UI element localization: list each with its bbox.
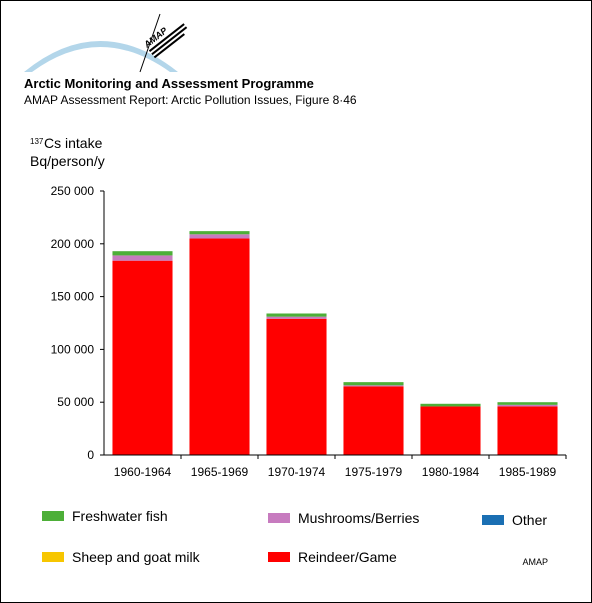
- y-axis-label-line1: Cs intake: [44, 135, 103, 151]
- logo-arc: [24, 41, 178, 72]
- legend-label: Mushrooms/Berries: [298, 510, 420, 526]
- legend-label: Freshwater fish: [72, 508, 168, 524]
- bar-segment: [189, 238, 250, 455]
- bar-segment: [266, 313, 327, 317]
- logo-text-line: [153, 33, 185, 59]
- legend-label: Reindeer/Game: [298, 549, 397, 565]
- bar-segment: [497, 406, 558, 455]
- amap-logo: AMAP: [0, 0, 300, 80]
- legend-swatch: [482, 515, 504, 525]
- legend-swatch: [42, 552, 64, 562]
- bar-segment: [266, 316, 327, 319]
- bar-segment: [343, 385, 404, 387]
- logo-text-line: [151, 26, 188, 56]
- legend-label: Sheep and goat milk: [72, 549, 200, 565]
- legend-swatch: [42, 511, 64, 521]
- x-tick-label: 1980-1984: [422, 465, 480, 479]
- bar-segment: [343, 386, 404, 455]
- bar-segment: [112, 255, 173, 261]
- y-tick-label: 0: [87, 448, 94, 462]
- legend-item-sheep-goat-milk: Sheep and goat milk: [42, 549, 200, 565]
- bar-segment: [189, 234, 250, 239]
- bar-segment: [266, 318, 327, 455]
- y-tick-label: 100 000: [51, 342, 95, 356]
- legend-swatch: [268, 513, 290, 523]
- bar-segment: [112, 251, 173, 256]
- header-subtitle: AMAP Assessment Report: Arctic Pollution…: [24, 93, 357, 107]
- x-ticks: 1960-1964 1965-1969 1970-1974 1975-1979 1980…: [114, 455, 567, 479]
- logo-graphic: AMAP: [24, 13, 188, 73]
- x-tick-label: 1960-1964: [114, 465, 172, 479]
- logo-text-line: [148, 23, 185, 52]
- y-tick-label: 150 000: [51, 290, 95, 304]
- header-title: Arctic Monitoring and Assessment Program…: [24, 76, 314, 91]
- legend-item-freshwater-fish: Freshwater fish: [42, 508, 168, 524]
- legend-item-other: Other: [482, 512, 547, 528]
- bar-segment: [497, 404, 558, 407]
- legend-item-mushrooms-berries: Mushrooms/Berries: [268, 510, 419, 526]
- bars: [112, 231, 558, 455]
- legend-swatch: [268, 552, 290, 562]
- x-tick-label: 1965-1969: [191, 465, 249, 479]
- bar-segment: [497, 402, 558, 405]
- logo-slash: [139, 13, 161, 73]
- x-tick-label: 1975-1979: [345, 465, 403, 479]
- y-ticks: 0 50 000 100 000 150 000 200 000 250 000: [51, 184, 104, 462]
- y-axis-label-line2: Bq/person/y: [30, 153, 105, 169]
- y-axis-label: 137 Cs intake Bq/person/y: [30, 135, 105, 169]
- bar-segment: [189, 231, 250, 235]
- bar-segment: [420, 406, 481, 455]
- credit-label: AMAP: [522, 557, 548, 567]
- legend-label: Other: [512, 512, 548, 528]
- y-axis-label-sup: 137: [30, 137, 44, 146]
- x-tick-label: 1985-1989: [499, 465, 557, 479]
- x-tick-label: 1970-1974: [268, 465, 326, 479]
- y-tick-label: 250 000: [51, 184, 95, 198]
- bar-segment: [420, 403, 481, 407]
- bar-segment: [343, 382, 404, 386]
- y-tick-label: 200 000: [51, 237, 95, 251]
- y-tick-label: 50 000: [57, 395, 94, 409]
- bar-segment: [112, 260, 173, 455]
- legend-item-reindeer-game: Reindeer/Game: [268, 549, 397, 565]
